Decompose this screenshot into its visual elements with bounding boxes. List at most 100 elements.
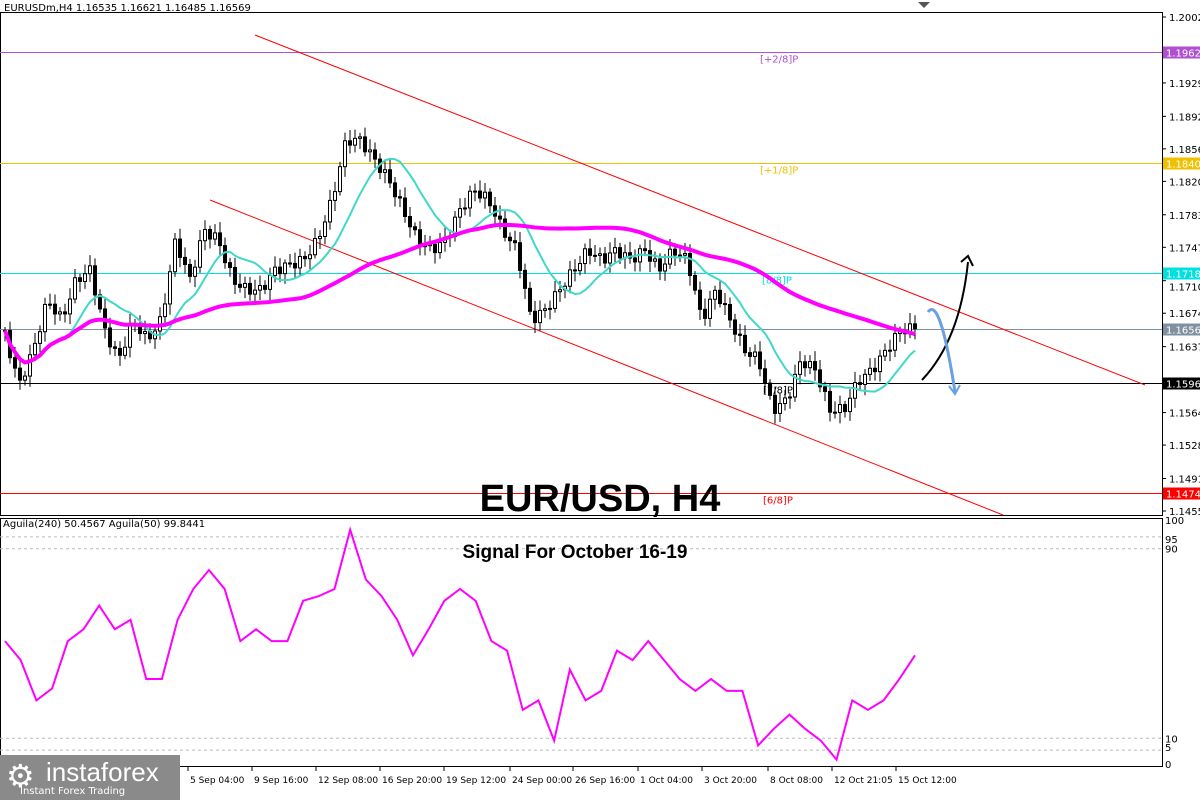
y-tick-label: 1.17470 [1169,243,1200,254]
candle-body [608,252,612,264]
candle-body [523,269,527,289]
candle-body [298,255,302,269]
candle-body [413,226,417,231]
candle-body [573,269,577,272]
candle-body [553,291,557,309]
level-price-badge [1163,157,1200,170]
candle-body [773,394,777,414]
candle-body [488,191,492,207]
candle-body [883,349,887,357]
level-price-badge [1163,46,1200,59]
candle-body [558,289,562,293]
indicator-header: Aguila(240) 50.4567 Aguila(50) 99.8441 [3,519,206,530]
candle-body [843,404,847,413]
candle-body [513,240,517,244]
x-tick-label: 1 Oct 04:00 [640,776,693,786]
candle-body [183,256,187,265]
ma-slow-line [3,222,916,365]
level-label: [7/8]P [763,386,793,397]
candle-body [538,309,542,324]
level-label: [+2/8]P [760,55,798,66]
candle-body [73,277,77,300]
candle-body [83,273,87,282]
candle-body [808,361,812,369]
candle-body [583,248,587,265]
channel-lower-line [209,199,1004,516]
candle-body [383,169,387,173]
candle-body [598,253,602,256]
candle-body [878,355,882,373]
y-tick-label: 1.18920 [1169,112,1200,123]
candle-body [193,266,197,277]
candle-body [253,289,257,295]
candle-body [323,221,327,237]
candle-body [393,182,397,198]
level-price-label: 1.14746 [1166,490,1200,501]
y-tick-label: 1.16740 [1169,309,1200,320]
candle-body [593,254,597,257]
candle-body [663,263,667,272]
bearish-arrow [926,308,957,393]
scroll-marker-icon [918,2,930,8]
candle-body [258,284,262,291]
y-tick-label: 1.15280 [1169,441,1200,452]
candle-body [338,166,342,193]
y-tick-label: 1.18560 [1169,145,1200,156]
candle-body [873,367,877,373]
candle-body [308,254,312,260]
candle-body [278,266,282,275]
candle-body [238,283,242,288]
candle-body [473,190,477,193]
candle-body [288,262,292,265]
candle-body [178,238,182,258]
candle-body [588,248,592,256]
candle-body [368,149,372,153]
candle-body [293,262,297,269]
y-tick-label: 1.17100 [1169,283,1200,294]
osc-tick-label: 0 [1165,760,1171,771]
x-tick-label: 3 Oct 20:00 [704,776,757,786]
candle-body [868,367,872,375]
chart-subtitle: Signal For October 16-19 [462,542,688,563]
x-tick-label: 19 Sep 12:00 [446,776,506,786]
candle-body [348,140,352,146]
candle-body [438,241,442,254]
candle-body [653,258,657,262]
y-tick-label: 1.17830 [1169,211,1200,222]
candle-body [188,263,192,277]
candle-body [198,240,202,268]
symbol-header: EURUSDm,H4 1.16535 1.16621 1.16485 1.165… [4,3,251,14]
candle-body [363,136,367,153]
aguila-line [4,526,916,762]
level-price-label: 1.19629 [1166,49,1200,60]
osc-tick-label: 100 [1165,516,1184,527]
candle-body [228,262,232,269]
candle-body [263,284,267,290]
osc-tick-label: 95 [1165,535,1178,546]
candle-body [798,361,802,375]
candle-body [498,215,502,220]
candle-body [568,269,572,287]
candle-body [328,199,332,223]
level-price-badge [1163,323,1200,336]
candle-body [543,308,547,311]
candle-body [863,373,867,385]
y-tick-label: 1.18200 [1169,177,1200,188]
candle-body [743,334,747,354]
x-tick-label: 12 Sep 08:00 [318,776,378,786]
x-tick-label: 26 Sep 16:00 [575,776,635,786]
candle-body [273,266,277,276]
candle-body [233,267,237,285]
candle-body [68,298,72,315]
level-price-label: 1.16569 [1166,326,1200,337]
candle-body [678,254,682,257]
candle-body [113,346,117,349]
candle-body [833,411,837,414]
candle-body [783,397,787,405]
arrow-head-icon [948,384,961,396]
candle-body [693,275,697,291]
candle-body [698,289,702,310]
candle-body [143,330,147,335]
candle-body [123,346,127,356]
x-tick-label: 8 Oct 08:00 [770,776,823,786]
